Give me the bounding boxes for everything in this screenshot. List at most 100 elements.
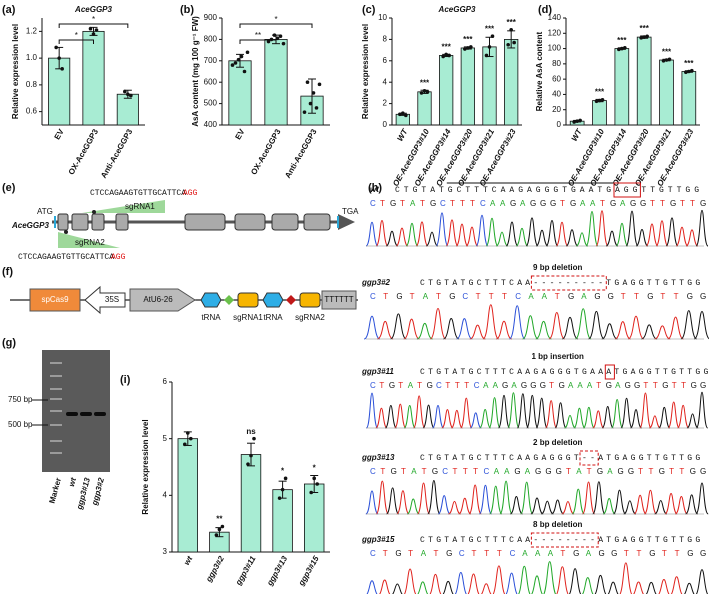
chromatogram-peak bbox=[613, 489, 626, 515]
chromatogram-peak bbox=[614, 321, 631, 340]
data-point bbox=[667, 57, 672, 62]
chromatogram-peak bbox=[475, 214, 489, 247]
data-point bbox=[572, 120, 576, 124]
chromatogram-peak bbox=[592, 410, 605, 429]
y-axis-label: Relative expression level bbox=[141, 419, 150, 514]
bar bbox=[177, 438, 198, 553]
bar bbox=[482, 46, 497, 126]
chromatogram-peak bbox=[445, 219, 459, 247]
significance-label: ** bbox=[255, 31, 261, 40]
chromatogram-peak bbox=[619, 562, 633, 594]
y-tick-label: 140 bbox=[548, 13, 562, 22]
chromatogram-peak bbox=[674, 495, 688, 515]
construct-label: spCas9 bbox=[41, 295, 69, 304]
deletion-box bbox=[530, 275, 607, 291]
band bbox=[94, 412, 106, 416]
x-tick-label: OX-AceGGP3 bbox=[249, 127, 283, 176]
significance-label: ** bbox=[216, 515, 223, 524]
significance-label: *** bbox=[485, 24, 495, 33]
data-point bbox=[398, 112, 402, 117]
data-point bbox=[617, 47, 621, 52]
chromatogram-peak bbox=[571, 488, 585, 515]
chromatogram-peak bbox=[505, 221, 519, 247]
data-point bbox=[308, 101, 313, 106]
y-tick-label: 700 bbox=[204, 56, 218, 65]
y-tick-label: 40 bbox=[552, 90, 561, 99]
chromatogram-peak bbox=[676, 404, 690, 429]
bar bbox=[228, 60, 252, 126]
data-point bbox=[661, 59, 666, 63]
chromatogram-peak bbox=[633, 581, 644, 594]
x-tick-label: ggp3#15 bbox=[296, 554, 321, 588]
trna-box bbox=[262, 292, 284, 308]
data-point bbox=[487, 45, 492, 49]
y-tick-label: 6 bbox=[383, 56, 388, 65]
y-tick-label: 20 bbox=[552, 105, 561, 114]
chromatogram-peak bbox=[610, 399, 624, 429]
chromatogram-peak bbox=[465, 226, 479, 247]
data-point bbox=[664, 58, 669, 62]
chromatogram-peak bbox=[366, 580, 378, 594]
chromatogram-peak bbox=[695, 209, 709, 247]
chromatogram-peak bbox=[468, 484, 482, 515]
data-point bbox=[309, 490, 314, 495]
chromatogram-peak bbox=[385, 487, 400, 515]
chromatogram-peak bbox=[384, 404, 398, 429]
chromatogram-peak bbox=[561, 500, 575, 515]
exon bbox=[234, 213, 266, 231]
panel-label: (c) bbox=[362, 4, 376, 16]
data-point bbox=[441, 54, 445, 59]
chromatogram-peak bbox=[485, 217, 499, 247]
data-point bbox=[684, 70, 688, 75]
significance-label: *** bbox=[595, 88, 605, 97]
bar bbox=[636, 36, 652, 126]
data-point bbox=[578, 118, 582, 123]
chromatogram-peak bbox=[416, 322, 433, 340]
chromatogram-peak bbox=[574, 308, 592, 340]
construct-label: 35S bbox=[105, 295, 119, 304]
pam-box bbox=[613, 182, 641, 198]
chromatogram-peak bbox=[375, 480, 389, 515]
data-point bbox=[91, 32, 96, 36]
chromatogram-peak bbox=[415, 221, 429, 247]
chromatogram-peak bbox=[545, 220, 559, 247]
construct-label: AtU6-26 bbox=[143, 295, 173, 304]
y-tick-label: 2 bbox=[383, 99, 388, 108]
chromatogram-peak bbox=[499, 480, 513, 515]
chromatogram-peak bbox=[375, 220, 389, 247]
data-point bbox=[283, 476, 288, 481]
significance-label: * bbox=[313, 464, 317, 473]
exon bbox=[115, 213, 129, 231]
chromatogram-peak bbox=[469, 412, 482, 429]
lane-label: ggp3#2 bbox=[90, 476, 106, 507]
chromatogram-peak bbox=[385, 230, 399, 247]
y-tick-label: 10 bbox=[378, 13, 387, 22]
chromatogram-peak bbox=[488, 397, 501, 429]
exon bbox=[271, 213, 299, 231]
chromatogram-peak bbox=[658, 406, 671, 429]
chromatogram-peak bbox=[406, 498, 420, 515]
chart-title: AceGGP3 bbox=[438, 5, 476, 14]
chromatogram-peak bbox=[441, 409, 454, 429]
chromatogram-peak bbox=[395, 227, 409, 247]
data-point bbox=[642, 35, 646, 39]
x-tick-label: EV bbox=[233, 127, 246, 141]
data-point bbox=[315, 482, 320, 486]
chromatogram-peak bbox=[509, 495, 523, 515]
start-codon: ATG bbox=[37, 207, 53, 216]
y-tick-label: 6 bbox=[163, 377, 168, 386]
panel-label: (i) bbox=[120, 374, 131, 386]
chromatogram-peak bbox=[403, 318, 420, 340]
chromatogram-peak bbox=[522, 315, 539, 340]
sample-name: ggp3#2 bbox=[361, 278, 391, 287]
chromatogram-peak bbox=[540, 500, 554, 515]
bar bbox=[264, 39, 288, 126]
sgrna-box bbox=[237, 292, 259, 308]
chromatogram-peak bbox=[469, 324, 486, 340]
data-point bbox=[94, 28, 99, 32]
data-point bbox=[639, 36, 643, 40]
chromatogram-peak bbox=[693, 310, 709, 340]
